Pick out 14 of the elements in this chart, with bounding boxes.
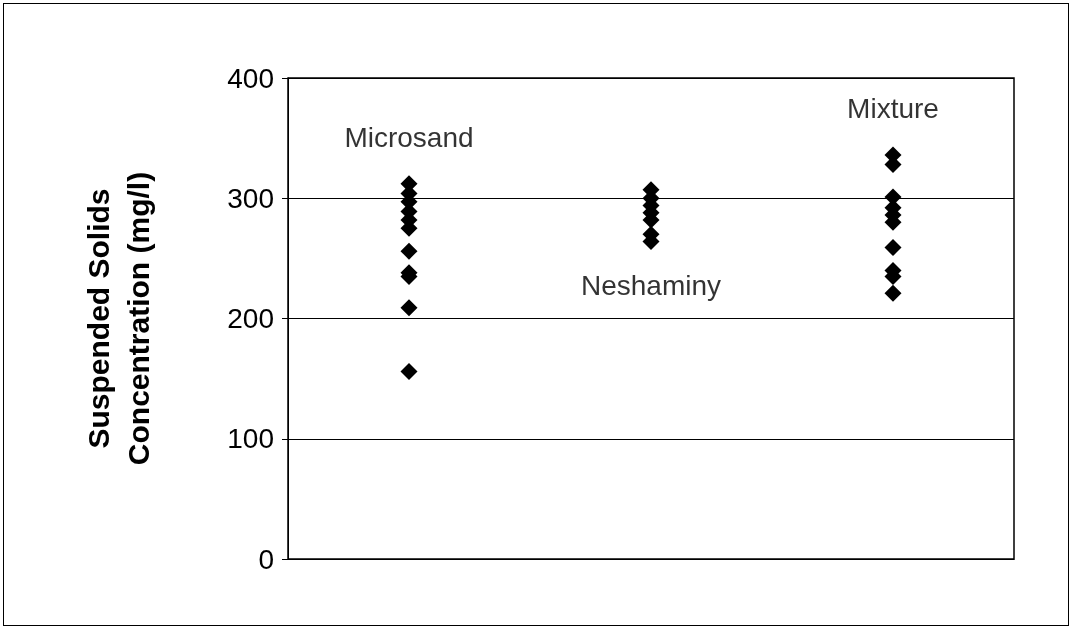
point bbox=[884, 239, 902, 257]
annotation: Microsand bbox=[344, 122, 474, 154]
point bbox=[400, 362, 418, 380]
y-tick-label: 200 bbox=[227, 303, 274, 334]
y-tick-label: 0 bbox=[258, 543, 274, 575]
point bbox=[400, 242, 418, 260]
point bbox=[400, 299, 418, 317]
y-tick-label: 400 bbox=[227, 62, 274, 94]
y-axis-title: Suspended Solids Concentration (mg/l) bbox=[81, 171, 155, 466]
annotation: Mixture bbox=[847, 93, 939, 125]
y-tick-label: 300 bbox=[227, 182, 274, 214]
annotation: Neshaminy bbox=[580, 270, 722, 302]
y-tick-label: 100 bbox=[227, 423, 274, 455]
point bbox=[884, 284, 902, 302]
